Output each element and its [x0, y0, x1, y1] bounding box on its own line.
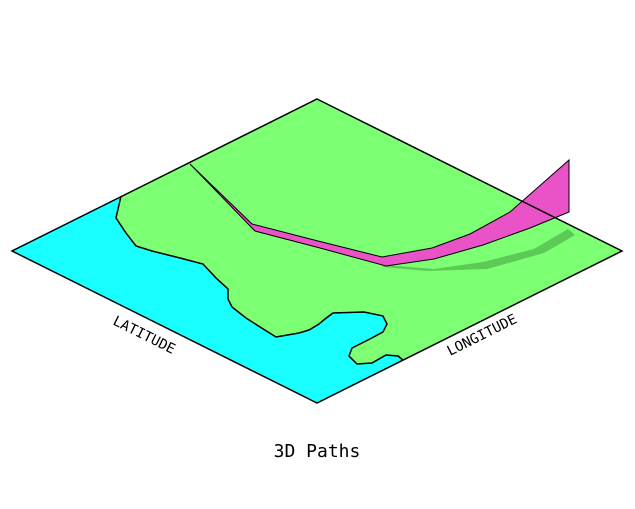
figure-title: 3D Paths — [274, 441, 361, 462]
coastline — [115, 195, 404, 365]
land-mass — [116, 99, 622, 364]
3d-path-ribbon — [189, 158, 570, 267]
path-shadow — [382, 229, 575, 271]
map-plane-border — [10, 98, 624, 404]
